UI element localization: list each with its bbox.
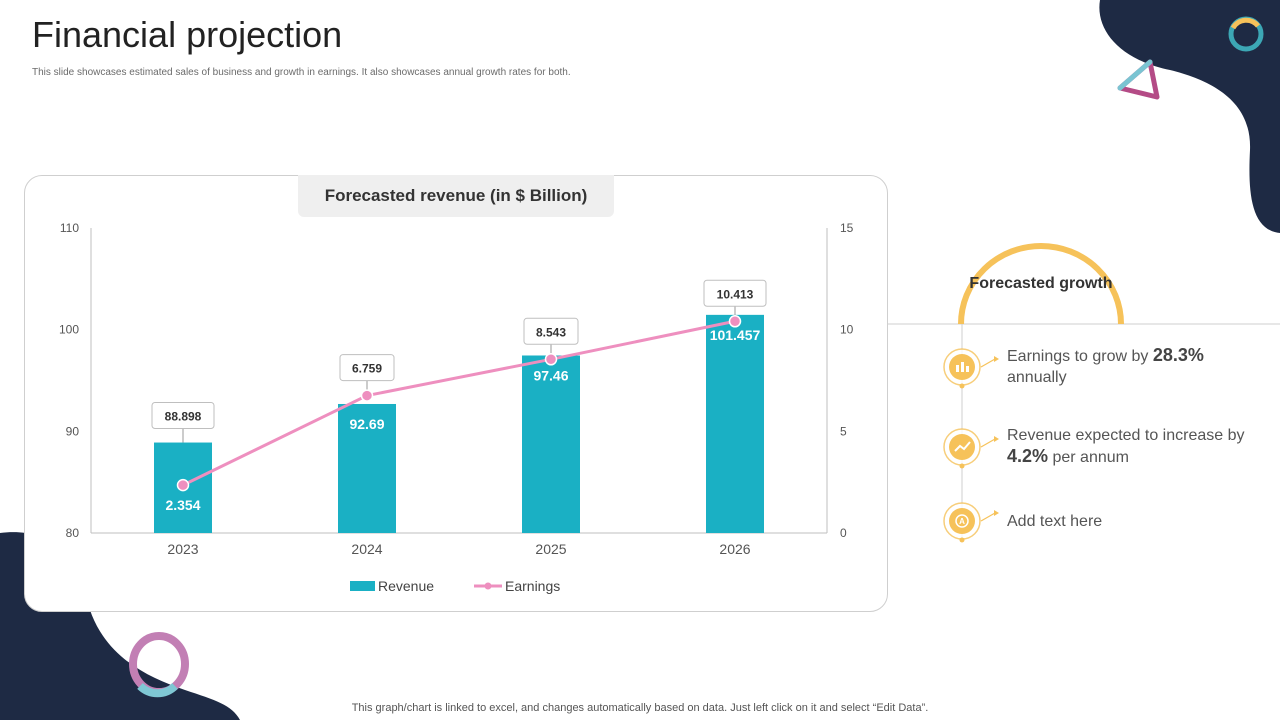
line-data-label: 10.413: [717, 287, 754, 301]
earnings-point: [176, 478, 190, 492]
y2-tick-label: 10: [840, 323, 854, 337]
ring-bottom-left: [129, 632, 189, 698]
text-icon: A: [943, 502, 999, 543]
footer-note: This graph/chart is linked to excel, and…: [351, 702, 929, 714]
callout-box: [339, 354, 395, 382]
legend-label-earnings: Earnings: [505, 578, 560, 594]
bar-revenue: [522, 355, 580, 533]
callout-box: [151, 402, 215, 430]
growth-title: Forecasted growth: [969, 275, 1113, 292]
chart-up-icon: [943, 428, 999, 469]
earnings-point: [728, 315, 742, 328]
bar-data-label: 2.354: [165, 497, 200, 513]
x-tick-label: 2026: [719, 541, 750, 557]
x-tick-label: 2024: [351, 541, 382, 557]
earnings-line: [182, 319, 736, 487]
growth-item-2: Revenue expected to increase by 4.2% per…: [1007, 427, 1245, 466]
earnings-point: [544, 353, 558, 366]
svg-text:A: A: [959, 517, 965, 526]
page-title: Financial projection: [32, 14, 343, 55]
bar-chart-icon: [943, 348, 999, 389]
legend-label-revenue: Revenue: [378, 578, 434, 594]
y-tick-label: 80: [66, 526, 80, 540]
bar-revenue: [706, 314, 764, 533]
ring-top-right: [1228, 16, 1264, 52]
bar-revenue: [338, 403, 396, 533]
line-data-label: 88.898: [165, 410, 202, 424]
x-tick-label: 2025: [535, 541, 566, 557]
callout-box: [703, 279, 767, 307]
y2-tick-label: 15: [840, 221, 854, 235]
legend-marker-earnings: [484, 582, 492, 590]
bar-data-label: 92.69: [349, 416, 384, 432]
earnings-point: [360, 389, 374, 402]
triangle-decoration: [1117, 59, 1160, 100]
y-tick-label: 90: [66, 424, 80, 438]
y2-tick-label: 0: [840, 526, 847, 540]
growth-item-3: Add text here: [1007, 513, 1103, 530]
y-tick-label: 110: [60, 221, 79, 235]
growth-arc: [958, 243, 1124, 325]
callout-box: [523, 317, 579, 345]
y2-tick-label: 5: [840, 424, 847, 438]
growth-item-1: Earnings to grow by 28.3% annually: [1007, 345, 1204, 386]
bar-data-label: 101.457: [710, 327, 761, 343]
page-subtitle: This slide showcases estimated sales of …: [32, 67, 571, 78]
line-data-label: 8.543: [536, 325, 566, 339]
top-right-blob: [1099, 0, 1280, 233]
y-tick-label: 100: [59, 323, 79, 337]
line-data-label: 6.759: [352, 362, 382, 376]
bar-data-label: 97.46: [533, 367, 568, 383]
chart-title: Forecasted revenue (in $ Billion): [298, 175, 614, 217]
legend-swatch-revenue: [350, 581, 375, 591]
x-tick-label: 2023: [167, 541, 198, 557]
